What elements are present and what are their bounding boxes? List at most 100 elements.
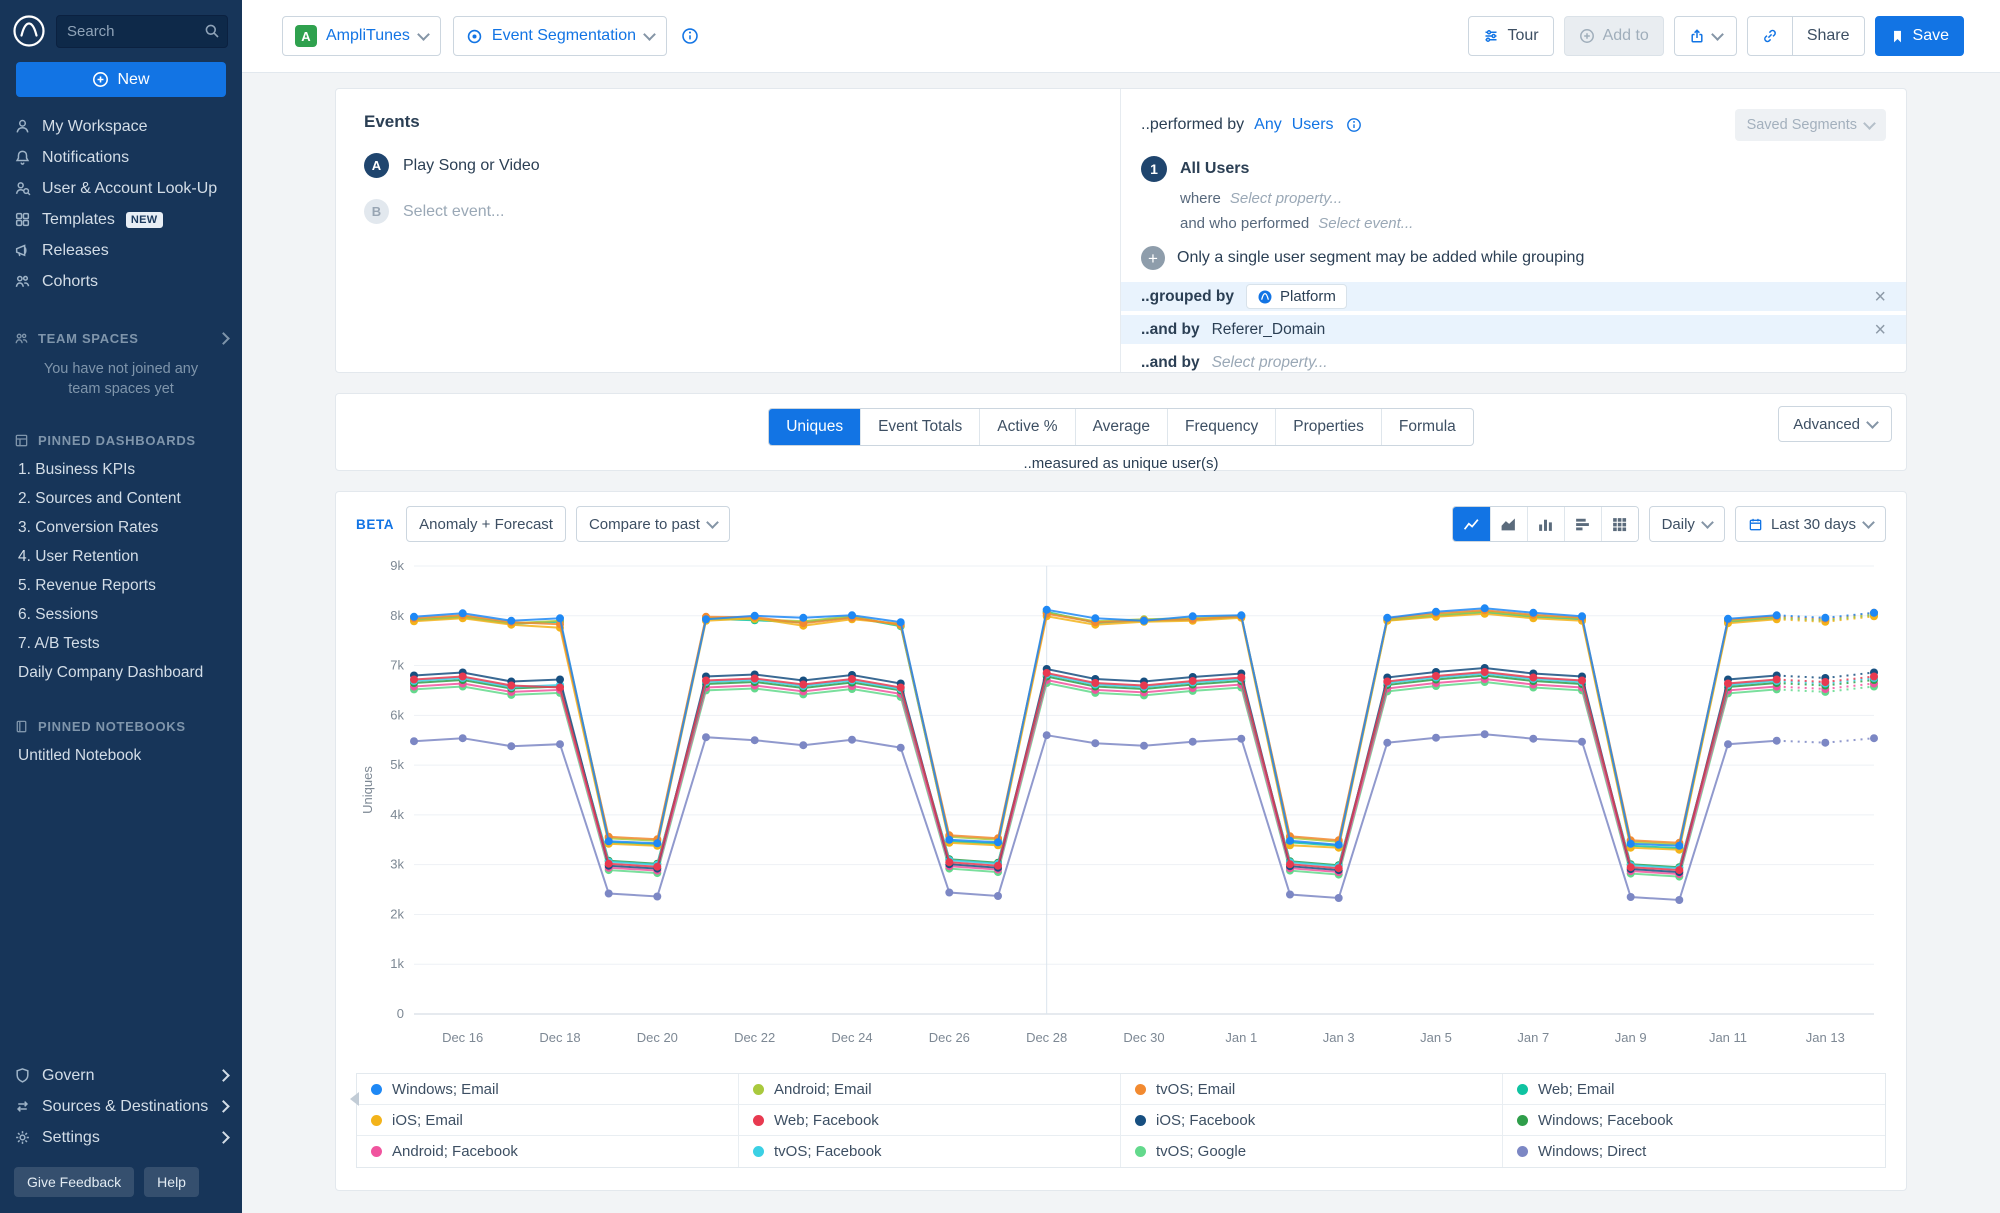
series-color-dot: [1135, 1146, 1146, 1157]
dashboard-link-5-revenue-reports[interactable]: 5. Revenue Reports: [18, 577, 156, 595]
sidebar-item-templates[interactable]: Templates NEW: [0, 204, 242, 235]
line-chart[interactable]: 0 1k 2k 3k 4k 5k 6k 7k 8k 9k Dec 16 Dec 18 Dec 20 Dec…: [356, 552, 1886, 1064]
topbar: A AmpliTunes Event Segmentation Tour: [242, 0, 2000, 73]
legend-item-windows-email[interactable]: Windows; Email: [357, 1074, 739, 1105]
tab-average[interactable]: Average: [1074, 409, 1167, 445]
event-row-b[interactable]: B Select event...: [364, 199, 1092, 224]
granularity-dropdown[interactable]: Daily: [1648, 506, 1725, 542]
series-color-dot: [1135, 1083, 1146, 1095]
legend-item-tvos-email[interactable]: tvOS; Email: [1121, 1074, 1503, 1105]
grid-icon: [14, 211, 31, 228]
remove-groupby-button[interactable]: ×: [1874, 318, 1886, 341]
search-icon[interactable]: [204, 23, 220, 39]
search-input[interactable]: [56, 14, 228, 48]
chart-type-name: Event Segmentation: [491, 27, 636, 44]
legend-item-tvos-facebook[interactable]: tvOS; Facebook: [739, 1136, 1121, 1167]
dashboard-link-2-sources-and-content[interactable]: 2. Sources and Content: [18, 490, 181, 508]
saved-segments-button[interactable]: Saved Segments: [1734, 109, 1886, 141]
project-selector[interactable]: A AmpliTunes: [282, 16, 441, 56]
export-button[interactable]: [1673, 16, 1737, 56]
add-to-button[interactable]: Add to: [1563, 16, 1664, 56]
sidebar-item-govern[interactable]: Govern: [0, 1060, 242, 1091]
heatmap-chart-icon[interactable]: [1600, 507, 1638, 541]
svg-text:3k: 3k: [390, 857, 404, 872]
legend-item-windows-facebook[interactable]: Windows; Facebook: [1503, 1105, 1885, 1136]
dashboard-link-3-conversion-rates[interactable]: 3. Conversion Rates: [18, 519, 159, 537]
info-icon[interactable]: [681, 27, 699, 45]
tab-formula[interactable]: Formula: [1380, 409, 1473, 445]
legend-item-ios-facebook[interactable]: iOS; Facebook: [1121, 1105, 1503, 1136]
dashboard-link-4-user-retention[interactable]: 4. User Retention: [18, 548, 139, 566]
sidebar-item-cohorts[interactable]: Cohorts: [0, 266, 242, 297]
save-icon: [1890, 29, 1905, 44]
tab-event-totals[interactable]: Event Totals: [860, 409, 979, 445]
where-property-input[interactable]: Select property...: [1229, 190, 1343, 207]
info-icon[interactable]: [1346, 117, 1362, 133]
horizontal-bar-chart-icon[interactable]: [1563, 507, 1601, 541]
chevron-down-icon: [1862, 515, 1875, 529]
team-spaces-header[interactable]: TEAM SPACES: [0, 323, 242, 353]
event-row-a[interactable]: A Play Song or Video: [364, 153, 1092, 178]
copy-link-button[interactable]: [1746, 16, 1793, 56]
sidebar-item-user-account-look-up[interactable]: User & Account Look-Up: [0, 173, 242, 204]
svg-text:Jan 9: Jan 9: [1615, 1030, 1647, 1045]
share-button[interactable]: Share: [1791, 16, 1865, 56]
add-segment-icon[interactable]: +: [1141, 246, 1165, 270]
and-by-property-input[interactable]: Select property...: [1211, 353, 1328, 371]
performed-by-any-dropdown[interactable]: Any: [1254, 116, 1282, 133]
performed-by-users-dropdown[interactable]: Users: [1291, 116, 1334, 133]
amplitude-logo-icon[interactable]: [12, 14, 46, 48]
who-performed-input[interactable]: Select event...: [1318, 215, 1414, 232]
line-chart-icon[interactable]: [1452, 507, 1490, 541]
sidebar-item-my-workspace[interactable]: My Workspace: [0, 111, 242, 142]
segment-name[interactable]: All Users: [1180, 160, 1250, 177]
chart-type-selector[interactable]: Event Segmentation: [452, 16, 667, 56]
new-button[interactable]: New: [16, 62, 226, 97]
notebook-link-untitled-notebook[interactable]: Untitled Notebook: [18, 747, 142, 765]
chart-legend: Windows; Email Android; Email tvOS; Emai…: [356, 1073, 1886, 1168]
svg-text:Jan 3: Jan 3: [1323, 1030, 1355, 1045]
bar-chart-icon[interactable]: [1526, 507, 1564, 541]
collapse-panel-handle[interactable]: [350, 1092, 359, 1106]
area-chart-icon[interactable]: [1489, 507, 1527, 541]
dashboard-link-7-a-b-tests[interactable]: 7. A/B Tests: [18, 635, 100, 653]
dashboard-link-1-business-kpis[interactable]: 1. Business KPIs: [18, 461, 136, 479]
sidebar-item-releases[interactable]: Releases: [0, 235, 242, 266]
sidebar-item-settings[interactable]: Settings: [0, 1122, 242, 1153]
legend-item-android-facebook[interactable]: Android; Facebook: [357, 1136, 739, 1167]
compare-to-past-button[interactable]: Compare to past: [575, 506, 730, 542]
svg-text:Dec 20: Dec 20: [637, 1030, 678, 1045]
remove-groupby-button[interactable]: ×: [1874, 285, 1886, 308]
chart-area[interactable]: 0 1k 2k 3k 4k 5k 6k 7k 8k 9k Dec 16 Dec 18 Dec 20 Dec…: [350, 552, 1886, 1168]
tab-uniques[interactable]: Uniques: [769, 409, 861, 445]
legend-item-tvos-google[interactable]: tvOS; Google: [1121, 1136, 1503, 1167]
svg-text:9k: 9k: [390, 558, 404, 573]
sidebar-item-notifications[interactable]: Notifications: [0, 142, 242, 173]
date-range-dropdown[interactable]: Last 30 days: [1734, 506, 1886, 542]
tour-button[interactable]: Tour: [1468, 16, 1554, 56]
svg-text:8k: 8k: [390, 608, 404, 623]
tab-frequency[interactable]: Frequency: [1167, 409, 1275, 445]
legend-item-web-email[interactable]: Web; Email: [1503, 1074, 1885, 1105]
event-name[interactable]: Play Song or Video: [403, 156, 540, 174]
anomaly-forecast-button[interactable]: Anomaly + Forecast: [406, 506, 566, 542]
help-button[interactable]: Help: [144, 1167, 199, 1197]
sidebar-item-sources-destinations[interactable]: Sources & Destinations: [0, 1091, 242, 1122]
dashboard-link-daily-company-dashboard[interactable]: Daily Company Dashboard: [18, 664, 204, 682]
and-by-value[interactable]: Referer_Domain: [1211, 320, 1326, 338]
legend-item-android-email[interactable]: Android; Email: [739, 1074, 1121, 1105]
grouped-by-platform-chip[interactable]: Platform: [1246, 284, 1347, 309]
tab-active[interactable]: Active %: [979, 409, 1074, 445]
svg-text:Dec 28: Dec 28: [1026, 1030, 1067, 1045]
event-select-placeholder[interactable]: Select event...: [403, 202, 505, 220]
dashboard-link-6-sessions[interactable]: 6. Sessions: [18, 606, 99, 624]
events-title: Events: [364, 112, 420, 131]
legend-item-ios-email[interactable]: iOS; Email: [357, 1105, 739, 1136]
legend-item-windows-direct[interactable]: Windows; Direct: [1503, 1136, 1885, 1167]
tab-properties[interactable]: Properties: [1275, 409, 1381, 445]
advanced-button[interactable]: Advanced: [1778, 406, 1892, 442]
calendar-icon: [1748, 517, 1763, 532]
legend-item-web-facebook[interactable]: Web; Facebook: [739, 1105, 1121, 1136]
save-button[interactable]: Save: [1874, 16, 1964, 56]
give-feedback-button[interactable]: Give Feedback: [14, 1167, 135, 1197]
